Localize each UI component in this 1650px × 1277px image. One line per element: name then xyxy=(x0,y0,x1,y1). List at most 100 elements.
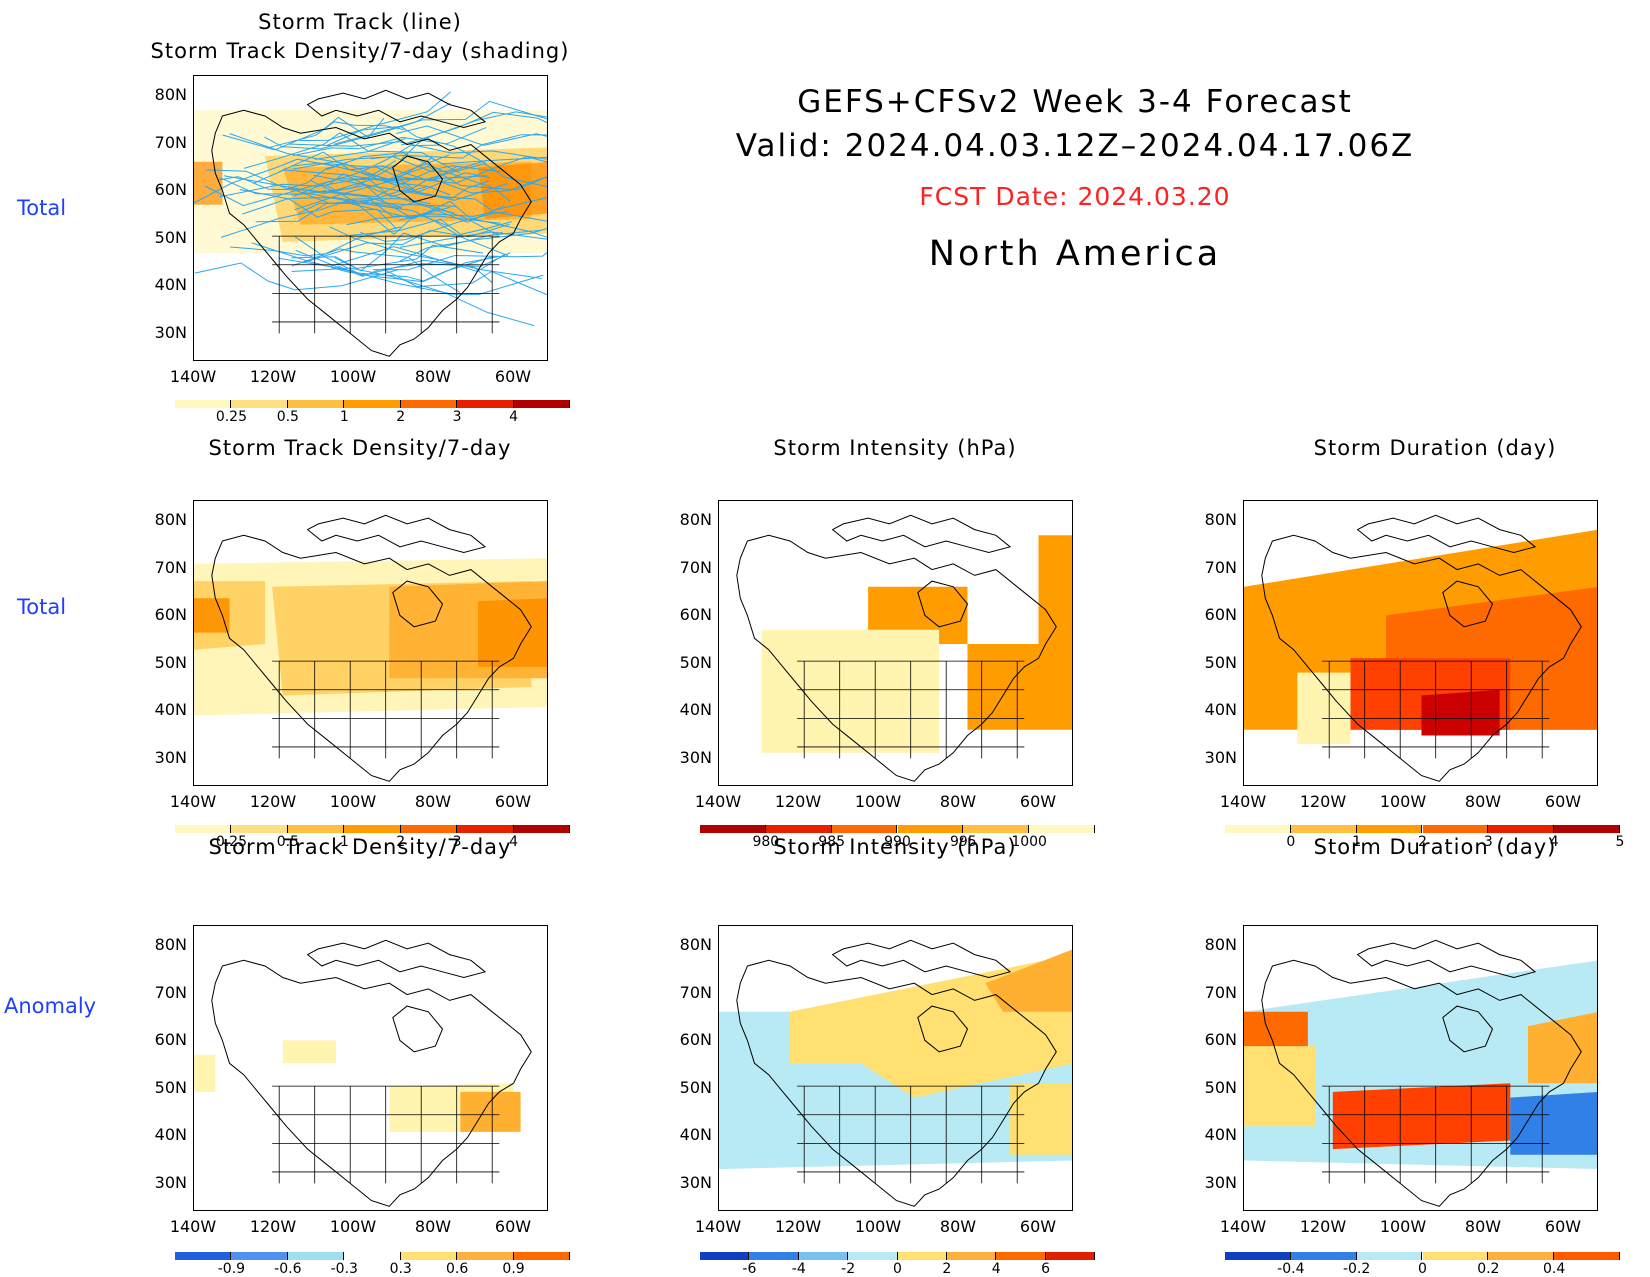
storm-track-line xyxy=(348,178,508,201)
panel4-title: Storm Duration (day) xyxy=(1313,436,1557,460)
coastline xyxy=(392,155,444,203)
lon-tick-label: 120W xyxy=(1299,1217,1347,1236)
panel5-title: Storm Track Density/7-day xyxy=(208,835,512,859)
lon-tick-label: 140W xyxy=(694,792,742,811)
colorbar-label: -0.4 xyxy=(1277,1261,1305,1277)
colorbar-segment xyxy=(231,825,288,833)
colorbar-segment xyxy=(798,1252,849,1260)
lat-tick-label: 70N xyxy=(154,557,187,577)
colorbar-segment xyxy=(400,400,458,408)
storm-track-line xyxy=(294,172,491,211)
lat-tick-label: 30N xyxy=(154,322,187,342)
state-borders xyxy=(1322,660,1550,759)
storm-track-line xyxy=(326,125,487,164)
panel6-title: Storm Intensity (hPa) xyxy=(773,835,1017,859)
colorbar-label: 0.2 xyxy=(1477,1261,1500,1277)
lon-tick-label: 120W xyxy=(249,792,297,811)
colorbar-segment xyxy=(175,825,232,833)
storm-track-line xyxy=(229,133,450,181)
colorbar-label: 4 xyxy=(509,409,519,425)
coastline xyxy=(392,580,444,628)
storm-track-line xyxy=(396,156,547,184)
colorbar-duration-total xyxy=(1225,825,1620,833)
storm-track-line xyxy=(333,100,547,145)
lat-tick-label: 70N xyxy=(1204,557,1237,577)
shading-region xyxy=(478,598,547,667)
valid-period: Valid: 2024.04.03.12Z–2024.04.17.06Z xyxy=(735,128,1415,164)
colorbar-segment xyxy=(344,400,401,408)
forecast-title: GEFS+CFSv2 Week 3-4 Forecast xyxy=(797,84,1353,120)
coastline xyxy=(1261,534,1582,782)
lat-tick-label: 50N xyxy=(154,652,187,672)
lat-tick-label: 40N xyxy=(154,700,187,719)
colorbar-density-anom xyxy=(175,1252,570,1260)
lon-tick-label: 140W xyxy=(1219,1217,1267,1236)
colorbar-label: 3 xyxy=(452,409,462,425)
colorbar-label: 0.25 xyxy=(215,834,247,850)
colorbar-segment xyxy=(897,1252,947,1260)
lat-tick-label: 30N xyxy=(679,1172,712,1192)
shading-region xyxy=(1244,1011,1308,1047)
lat-tick-label: 70N xyxy=(154,132,187,152)
colorbar-segment xyxy=(700,825,766,833)
storm-track-line xyxy=(291,267,535,327)
panel7-title: Storm Duration (day) xyxy=(1313,835,1557,859)
colorbar-label: 1 xyxy=(339,409,349,425)
lat-tick-label: 50N xyxy=(154,227,187,247)
colorbar-label: 0.3 xyxy=(389,1261,412,1277)
coastline xyxy=(306,514,487,554)
coastline xyxy=(211,534,532,782)
colorbar-segment xyxy=(1488,1252,1555,1260)
colorbar-label: 3 xyxy=(1483,834,1493,850)
colorbar-label: 2 xyxy=(396,834,406,850)
lon-tick-label: 100W xyxy=(329,367,377,386)
colorbar-label: 985 xyxy=(818,834,846,850)
colorbar-segment xyxy=(231,1252,288,1260)
storm-track-line xyxy=(338,252,511,277)
map-canvas xyxy=(194,939,532,1207)
lon-tick-label: 100W xyxy=(329,1217,377,1236)
shading-region xyxy=(460,1091,521,1132)
coastline xyxy=(917,1005,969,1053)
colorbar-segment xyxy=(1045,1252,1095,1260)
colorbar-segment xyxy=(831,825,898,833)
lon-tick-label: 80W xyxy=(1464,792,1502,811)
colorbar-segment xyxy=(1356,1252,1423,1260)
panel3-map xyxy=(718,500,1073,786)
storm-track-line xyxy=(382,268,547,296)
colorbar-label: 4 xyxy=(1549,834,1559,850)
coastline xyxy=(1442,1005,1494,1053)
lon-tick-label: 60W xyxy=(1019,1217,1057,1236)
storm-track-line xyxy=(266,121,405,149)
colorbar-label: 4 xyxy=(509,834,519,850)
storm-track-line xyxy=(239,189,397,230)
storm-track-line xyxy=(396,125,547,146)
lon-tick-label: 100W xyxy=(854,1217,902,1236)
lon-tick-label: 60W xyxy=(494,367,532,386)
colorbar-segment xyxy=(1290,1252,1357,1260)
lat-tick-label: 30N xyxy=(1204,747,1237,767)
colorbar-label: -6 xyxy=(742,1261,757,1277)
forecast-date: FCST Date: 2024.03.20 xyxy=(919,182,1231,211)
storm-track-line xyxy=(222,116,385,151)
coastline xyxy=(831,514,1012,554)
shading-region xyxy=(1297,672,1351,745)
colorbar-segment xyxy=(749,1252,799,1260)
colorbar-label: 2 xyxy=(1418,834,1427,850)
colorbar-segment xyxy=(1422,825,1489,833)
storm-track-line xyxy=(194,158,398,204)
colorbar-segment xyxy=(231,400,288,408)
lon-tick-label: 140W xyxy=(1219,792,1267,811)
map-canvas xyxy=(1244,939,1597,1207)
state-borders xyxy=(272,1085,500,1184)
lat-tick-label: 70N xyxy=(679,557,712,577)
lat-tick-label: 40N xyxy=(1204,1125,1237,1144)
storm-track-line xyxy=(399,228,547,262)
colorbar-label: -0.9 xyxy=(217,1261,246,1277)
lat-tick-label: 60N xyxy=(679,1030,712,1049)
lon-tick-label: 120W xyxy=(774,1217,822,1236)
panel1-title-line1: Storm Track (line) xyxy=(258,10,462,34)
shading-region xyxy=(194,598,230,633)
coastline xyxy=(1356,939,1537,979)
lon-tick-label: 80W xyxy=(414,792,452,811)
